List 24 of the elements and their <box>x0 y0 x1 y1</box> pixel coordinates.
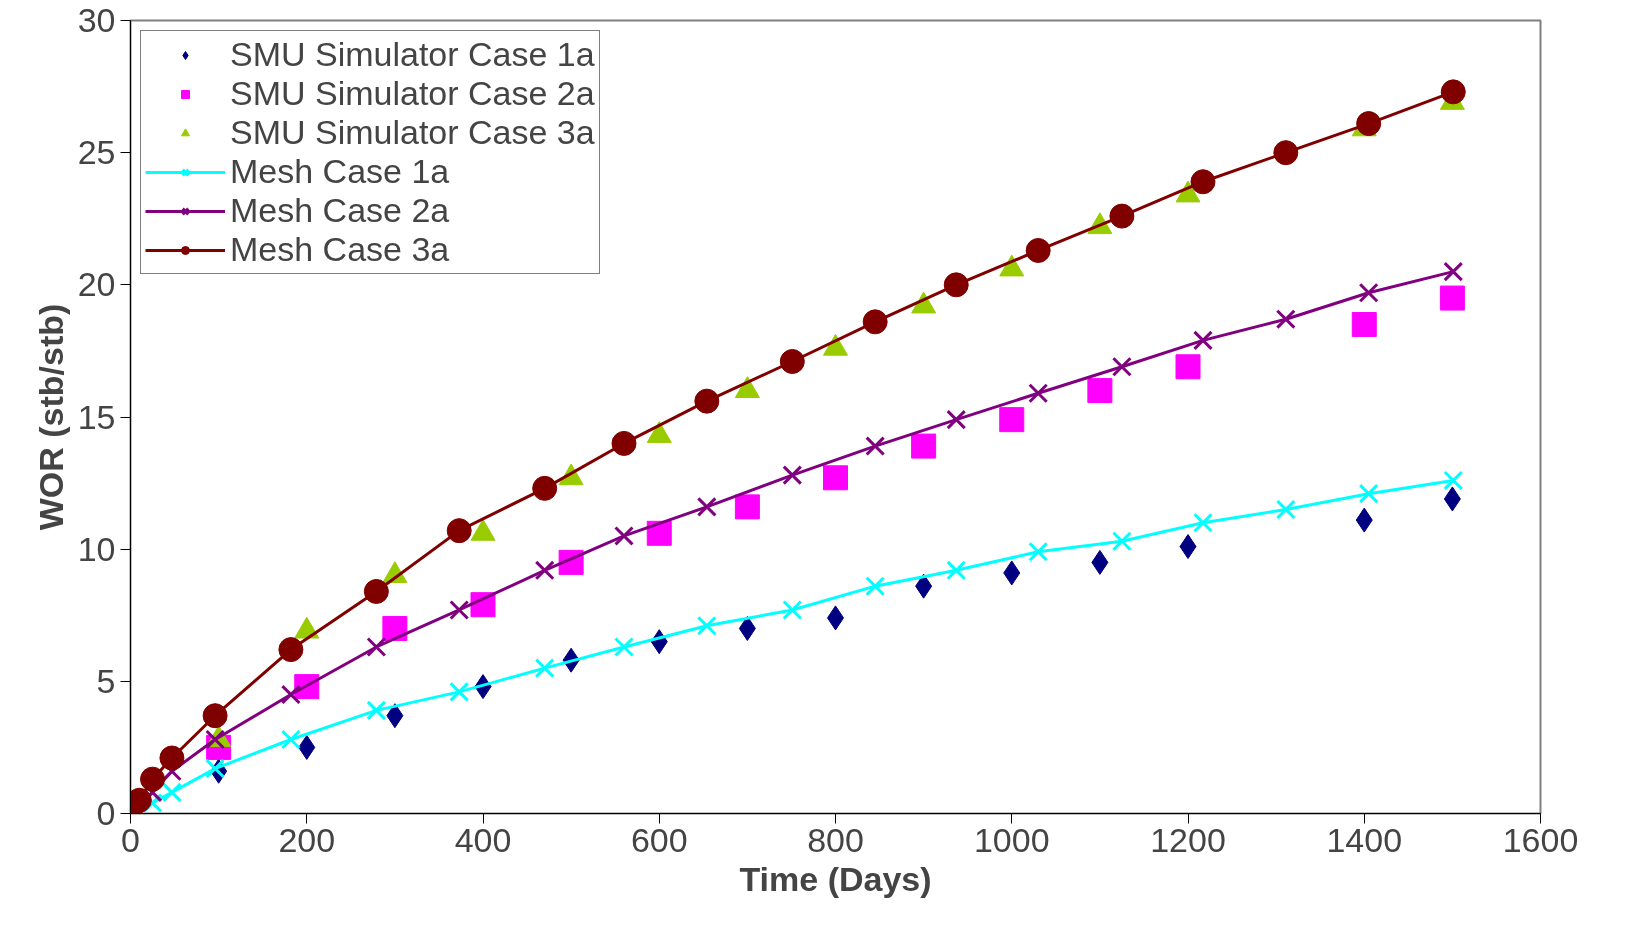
x-tick-label: 1200 <box>1150 820 1226 859</box>
legend-label: Mesh Case 3a <box>230 230 450 269</box>
x-axis-title: Time (Days) <box>739 859 932 898</box>
x-tick-label: 200 <box>278 820 336 859</box>
y-tick-label: 20 <box>77 265 116 304</box>
x-tick-label: 600 <box>630 820 688 859</box>
x-tick-label: 400 <box>454 820 512 859</box>
y-tick-label: 15 <box>77 397 116 436</box>
legend-label: SMU Simulator Case 2a <box>230 74 595 113</box>
y-tick-label: 0 <box>96 794 116 832</box>
y-tick-label: 10 <box>77 529 116 568</box>
x-tick-label: 1000 <box>973 820 1050 859</box>
legend-label: SMU Simulator Case 1a <box>230 35 595 74</box>
y-axis-title: WOR (stb/stb) <box>31 303 70 531</box>
legend-label: Mesh Case 2a <box>230 191 450 230</box>
legend-label: Mesh Case 1a <box>230 152 450 191</box>
x-tick-label: 1600 <box>1502 820 1579 859</box>
y-tick-label: 25 <box>77 133 116 172</box>
y-tick-label: 30 <box>77 1 116 39</box>
x-tick-label: 800 <box>807 820 864 859</box>
x-tick-label: 0 <box>121 820 140 859</box>
x-tick-label: 1400 <box>1326 820 1403 859</box>
legend-label: SMU Simulator Case 3a <box>230 113 595 152</box>
y-tick-label: 5 <box>96 661 116 700</box>
